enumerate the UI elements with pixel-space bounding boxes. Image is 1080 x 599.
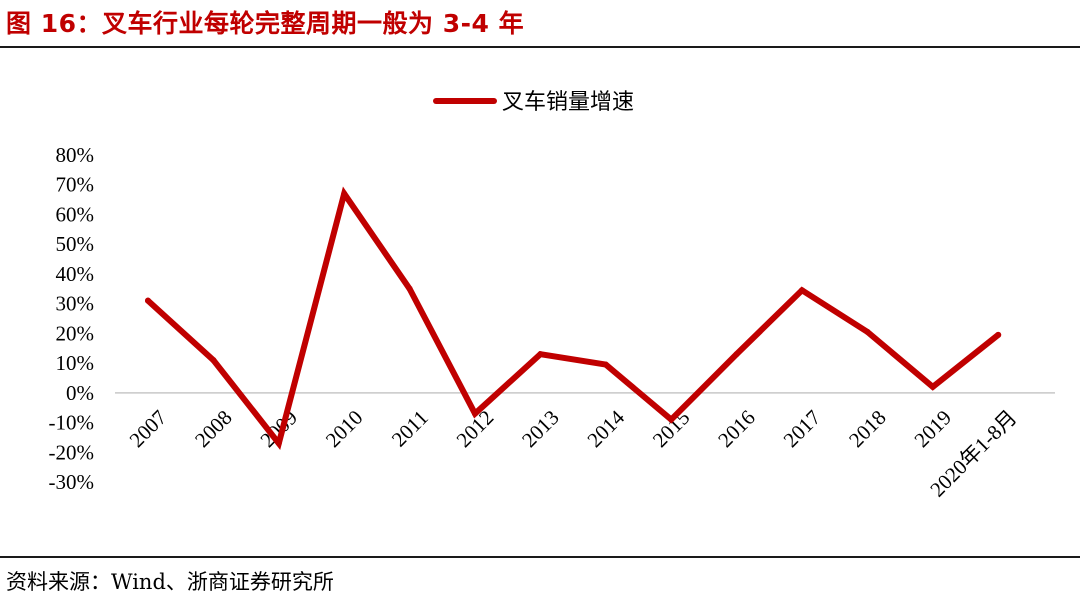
data-point	[472, 410, 478, 417]
y-tick-label: -30%	[49, 470, 95, 494]
legend: 叉车销量增速	[433, 90, 634, 115]
x-tick-label: 2011	[387, 405, 433, 451]
data-point	[995, 331, 1002, 338]
data-point	[537, 351, 544, 358]
data-point	[733, 351, 740, 358]
y-tick-label: -20%	[49, 440, 95, 464]
line-chart: 叉车销量增速 80% 70% 60% 50% 40% 30% 20% 10% 0% -10% -20…	[49, 90, 1055, 501]
data-point	[341, 190, 348, 197]
y-tick-label: 80%	[56, 143, 95, 167]
legend-label: 叉车销量增速	[502, 90, 634, 115]
data-point	[406, 285, 413, 292]
x-tick-label: 2014	[582, 405, 629, 452]
x-tick-label: 2016	[713, 405, 760, 452]
data-point	[210, 357, 217, 364]
x-tick-label: 2017	[779, 405, 826, 452]
y-tick-label: 10%	[56, 351, 95, 375]
y-tick-label: 50%	[56, 232, 95, 256]
y-axis: 80% 70% 60% 50% 40% 30% 20% 10% 0% -10% -20% -30%	[49, 143, 95, 494]
y-tick-label: 60%	[56, 202, 95, 226]
data-point	[799, 287, 805, 294]
data-point	[275, 440, 282, 447]
x-tick-label: 2007	[125, 405, 172, 452]
y-tick-label: 0%	[66, 381, 94, 405]
data-point	[864, 328, 871, 335]
series-line-forklift-sales-growth	[145, 186, 1002, 450]
top-rule	[0, 46, 1080, 48]
x-tick-label: 2018	[844, 405, 891, 452]
data-points	[145, 190, 1002, 447]
data-point	[145, 297, 151, 304]
y-tick-label: 70%	[56, 173, 95, 197]
x-tick-label: 2008	[190, 405, 237, 452]
x-tick-label: 2013	[517, 405, 564, 452]
source-note: 资料来源：Wind、浙商证券研究所	[6, 570, 334, 594]
y-tick-label: -10%	[49, 411, 95, 435]
x-tick-label: 2015	[648, 405, 695, 452]
data-point	[602, 361, 609, 368]
x-tick-label: 2019	[909, 405, 956, 452]
bottom-rule	[0, 556, 1080, 558]
data-point	[929, 383, 936, 390]
x-tick-label: 2010	[321, 405, 368, 452]
figure-title: 图 16：叉车行业每轮完整周期一般为 3-4 年	[6, 9, 525, 38]
y-tick-label: 20%	[56, 321, 95, 345]
data-point	[668, 416, 675, 423]
y-tick-label: 40%	[56, 262, 95, 286]
y-tick-label: 30%	[56, 292, 95, 316]
